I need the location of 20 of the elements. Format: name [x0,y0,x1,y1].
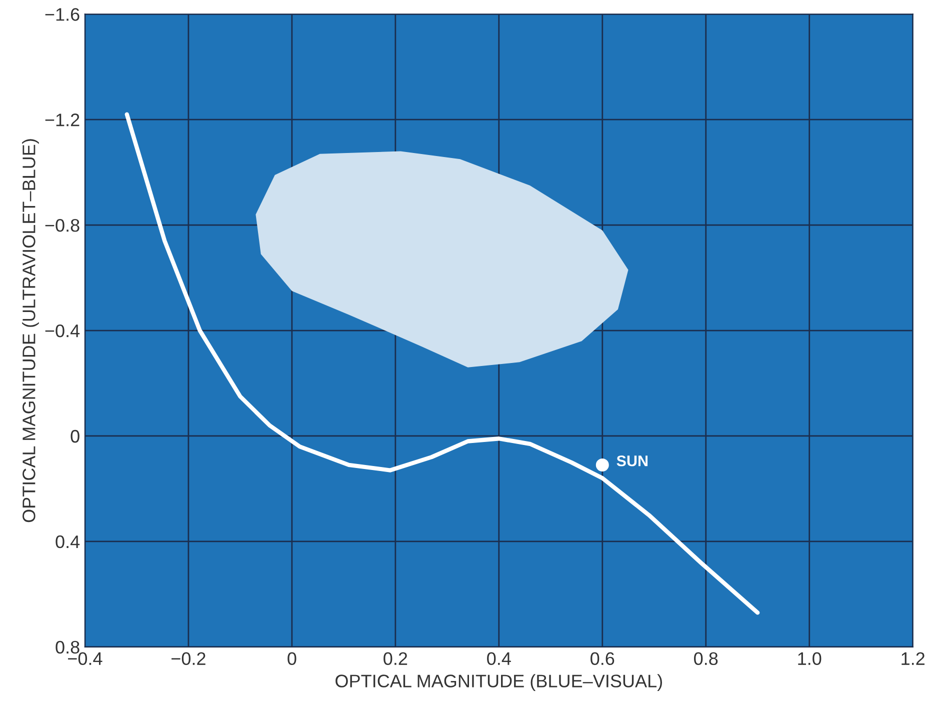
x-tick-label: −0.4 [68,652,102,666]
x-tick-label: 0.4 [487,652,511,666]
y-tick-label: 0 [70,430,80,443]
x-axis-title: OPTICAL MAGNITUDE (BLUE–VISUAL) [336,674,662,691]
x-tick-label: 1.2 [902,652,924,665]
y-tick-label: 0.4 [56,535,80,548]
x-tick-label: 0.2 [384,652,408,666]
series-label: SUN [616,455,648,466]
y-tick-label: −0.8 [45,218,80,232]
x-tick-label: 0 [288,652,296,666]
line-series [124,112,760,615]
y-axis-title: OPTICAL MAGNITUDE (ULTRAVIOLET–BLUE) [22,139,39,522]
y-tick-label: −1.2 [45,114,80,126]
y-tick-label: 0.8 [56,640,80,654]
x-tick-label: 0.8 [694,652,718,666]
y-tick-label: −1.6 [45,8,80,21]
x-tick-label: 0.6 [590,652,614,666]
y-tick-label: −0.4 [45,324,80,338]
x-tick-label: −0.2 [172,652,206,666]
x-tick-label: 1.0 [798,652,822,666]
